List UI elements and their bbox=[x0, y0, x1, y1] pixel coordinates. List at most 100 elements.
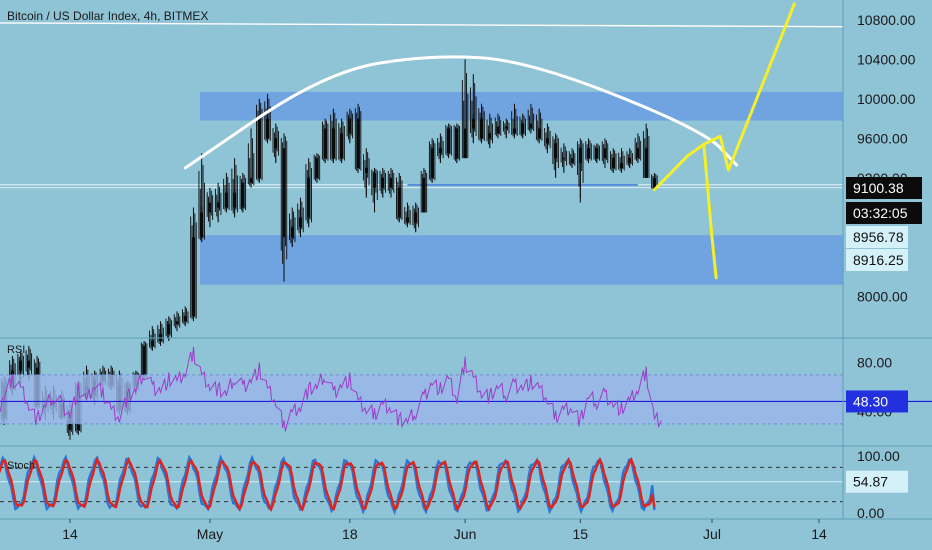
candle bbox=[585, 138, 592, 164]
candle bbox=[214, 182, 222, 223]
candle bbox=[404, 202, 411, 228]
rsi-value-tag-bg bbox=[846, 390, 908, 413]
stoch-value-tag: 54.87 bbox=[853, 474, 888, 490]
candle bbox=[305, 158, 312, 228]
candle bbox=[445, 123, 452, 159]
countdown-tag: 03:32:05 bbox=[853, 205, 908, 221]
level-tag: 8916.25 bbox=[853, 252, 904, 268]
candle bbox=[173, 311, 181, 332]
candle bbox=[544, 123, 551, 154]
candle bbox=[346, 108, 354, 144]
zone-box bbox=[200, 91, 843, 121]
candle bbox=[272, 123, 279, 164]
level-tag-bg bbox=[846, 249, 908, 271]
price-tick-label: 10800.00 bbox=[857, 12, 916, 28]
countdown-tag-bg bbox=[846, 202, 922, 224]
candle bbox=[486, 113, 493, 149]
candle bbox=[297, 197, 304, 238]
candle bbox=[223, 172, 230, 213]
stoch-value-tag-bg bbox=[846, 470, 908, 493]
rsi-value-tag: 48.30 bbox=[853, 393, 888, 409]
candle bbox=[165, 316, 172, 341]
rsi-band bbox=[0, 374, 843, 424]
candle bbox=[206, 187, 214, 228]
candle bbox=[182, 306, 189, 327]
candle bbox=[503, 118, 510, 139]
candle bbox=[371, 168, 378, 213]
level-tag: 8956.78 bbox=[853, 229, 904, 245]
candle bbox=[247, 128, 255, 188]
candle bbox=[420, 168, 428, 213]
upper-trendline bbox=[0, 22, 844, 28]
candle bbox=[354, 103, 362, 173]
candle bbox=[511, 103, 518, 139]
candle bbox=[634, 133, 642, 164]
rsi-tick-label: 80.00 bbox=[857, 355, 892, 371]
rsi-label: RSI bbox=[7, 344, 25, 356]
candle bbox=[651, 172, 658, 190]
candle bbox=[577, 138, 584, 203]
candle bbox=[239, 172, 247, 213]
candle bbox=[478, 103, 485, 144]
last-price-tag-bg bbox=[846, 177, 922, 199]
candle bbox=[231, 158, 238, 218]
rounded-top-arc bbox=[183, 55, 739, 170]
price-tick-label: 8000.00 bbox=[857, 288, 908, 304]
candle bbox=[560, 143, 568, 173]
candle bbox=[190, 207, 197, 322]
candle bbox=[552, 133, 559, 178]
candle bbox=[363, 148, 370, 198]
candle bbox=[535, 108, 543, 144]
projection-up bbox=[652, 2, 796, 192]
projection-down bbox=[702, 142, 718, 280]
candle bbox=[642, 123, 650, 178]
rsi-pane bbox=[0, 346, 932, 432]
stoch-tick-label: 0.00 bbox=[857, 505, 884, 521]
candle bbox=[428, 138, 436, 183]
candle bbox=[494, 113, 502, 139]
stoch-label: Stoch bbox=[7, 460, 35, 472]
candle bbox=[593, 143, 600, 164]
chart-title: Bitcoin / US Dollar Index, 4h, BITMEX bbox=[7, 9, 208, 23]
candle bbox=[198, 153, 205, 243]
time-tick-label: Jun bbox=[454, 526, 477, 542]
candle bbox=[280, 133, 288, 282]
stoch-d-line bbox=[0, 456, 656, 513]
rsi-line bbox=[0, 346, 662, 432]
candle bbox=[412, 202, 419, 233]
price-tick-label: 10400.00 bbox=[857, 51, 916, 67]
candle bbox=[387, 168, 395, 198]
candle bbox=[601, 138, 609, 169]
candle bbox=[527, 103, 535, 134]
candle bbox=[313, 153, 321, 183]
candle bbox=[610, 148, 617, 173]
candle bbox=[379, 168, 386, 198]
time-tick-label: 14 bbox=[62, 526, 78, 542]
stoch-pane bbox=[0, 454, 843, 516]
candle bbox=[140, 340, 148, 381]
candle bbox=[470, 74, 477, 144]
price-tick-label: 9600.00 bbox=[857, 130, 908, 146]
candle bbox=[289, 207, 296, 248]
level-tag-bg bbox=[846, 226, 908, 248]
candle bbox=[453, 123, 461, 164]
candle bbox=[626, 148, 633, 169]
last-price-tag: 9100.38 bbox=[853, 180, 904, 196]
candle bbox=[618, 148, 625, 173]
time-tick-label: May bbox=[197, 526, 223, 542]
candle bbox=[321, 118, 329, 164]
price-tick-label: 10000.00 bbox=[857, 91, 916, 107]
candle bbox=[396, 172, 403, 223]
stoch-tick-label: 100.00 bbox=[857, 448, 900, 464]
candle bbox=[338, 118, 345, 164]
time-tick-label: 15 bbox=[573, 526, 589, 542]
time-tick-label: 14 bbox=[811, 526, 827, 542]
time-tick-label: 18 bbox=[342, 526, 358, 542]
zone-box bbox=[200, 235, 843, 285]
candle bbox=[437, 133, 444, 164]
time-tick-label: Jul bbox=[703, 526, 721, 542]
price-pane bbox=[0, 2, 844, 440]
candle bbox=[330, 108, 337, 164]
